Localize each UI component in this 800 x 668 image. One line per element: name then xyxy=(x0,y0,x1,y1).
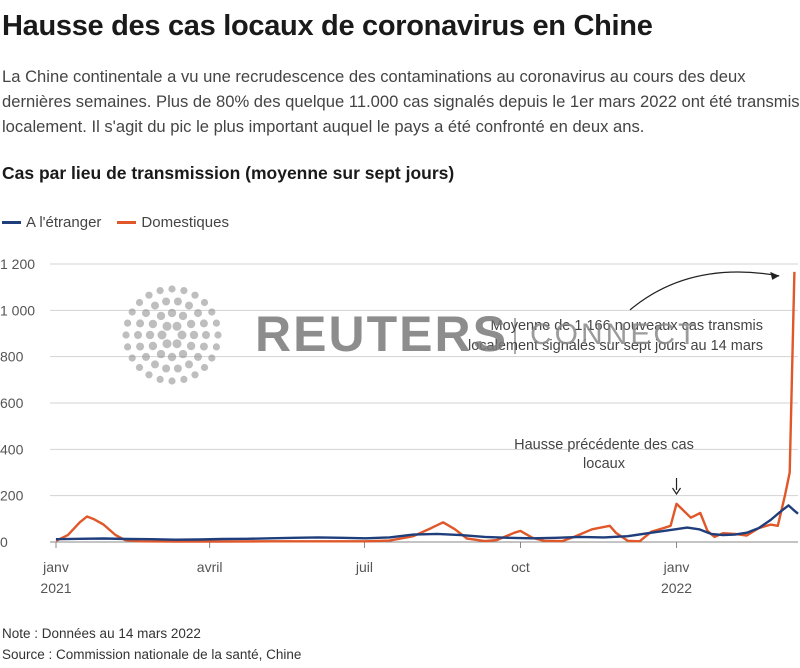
y-tick-label: 800 xyxy=(0,349,24,365)
legend: A l'étranger Domestiques xyxy=(2,214,245,231)
chart-subtitle: Cas par lieu de transmission (moyenne su… xyxy=(2,163,455,183)
y-tick-label: 1 200 xyxy=(0,256,35,272)
legend-label-abroad: A l'étranger xyxy=(26,214,102,231)
footer-note: Note : Données au 14 mars 2022 xyxy=(2,626,201,641)
annotation-text: locaux xyxy=(583,456,626,472)
x-tick-label: avril xyxy=(197,559,223,575)
y-tick-label: 600 xyxy=(0,395,24,411)
x-tick-label: juil xyxy=(355,559,373,575)
annotation-text: Moyenne de 1.166 nouveaux cas transmis xyxy=(491,318,763,334)
y-tick-label: 400 xyxy=(0,441,24,457)
x-tick-label: oct xyxy=(511,559,530,575)
legend-item-domestic: Domestiques xyxy=(117,214,229,231)
line-chart: 0 200 400 600 800 1 000 1 200 janv 2021 avril juil… xyxy=(0,256,799,596)
legend-swatch-domestic xyxy=(117,221,137,224)
x-tick-label: janv xyxy=(663,559,690,575)
legend-swatch-abroad xyxy=(2,221,21,224)
watermark-brand: REUTERS xyxy=(255,306,508,362)
y-tick-label: 0 xyxy=(0,534,8,550)
annotation-text: localement signalés sur sept jours au 14… xyxy=(468,338,763,354)
watermark-sub: CONNECT xyxy=(530,318,700,351)
annotation-arrow xyxy=(629,271,780,311)
chart-description: La Chine continentale a vu une recrudesc… xyxy=(2,67,800,136)
x-tick-label: janv xyxy=(42,559,69,575)
footer-source: Source : Commission nationale de la sant… xyxy=(2,647,302,662)
y-tick-label: 1 000 xyxy=(0,302,35,318)
x-tick-sublabel: 2022 xyxy=(661,580,692,596)
annotation-text: Hausse précédente des cas xyxy=(514,437,694,453)
chart-title: Hausse des cas locaux de coronavirus en … xyxy=(2,10,653,42)
annotation-arrowhead xyxy=(672,487,682,496)
y-tick-label: 200 xyxy=(0,488,24,504)
series-line-abroad xyxy=(55,504,799,541)
x-tick-sublabel: 2021 xyxy=(40,580,71,596)
legend-label-domestic: Domestiques xyxy=(141,214,229,231)
annotation-arrowhead xyxy=(770,271,780,280)
legend-item-abroad: A l'étranger xyxy=(2,214,101,231)
